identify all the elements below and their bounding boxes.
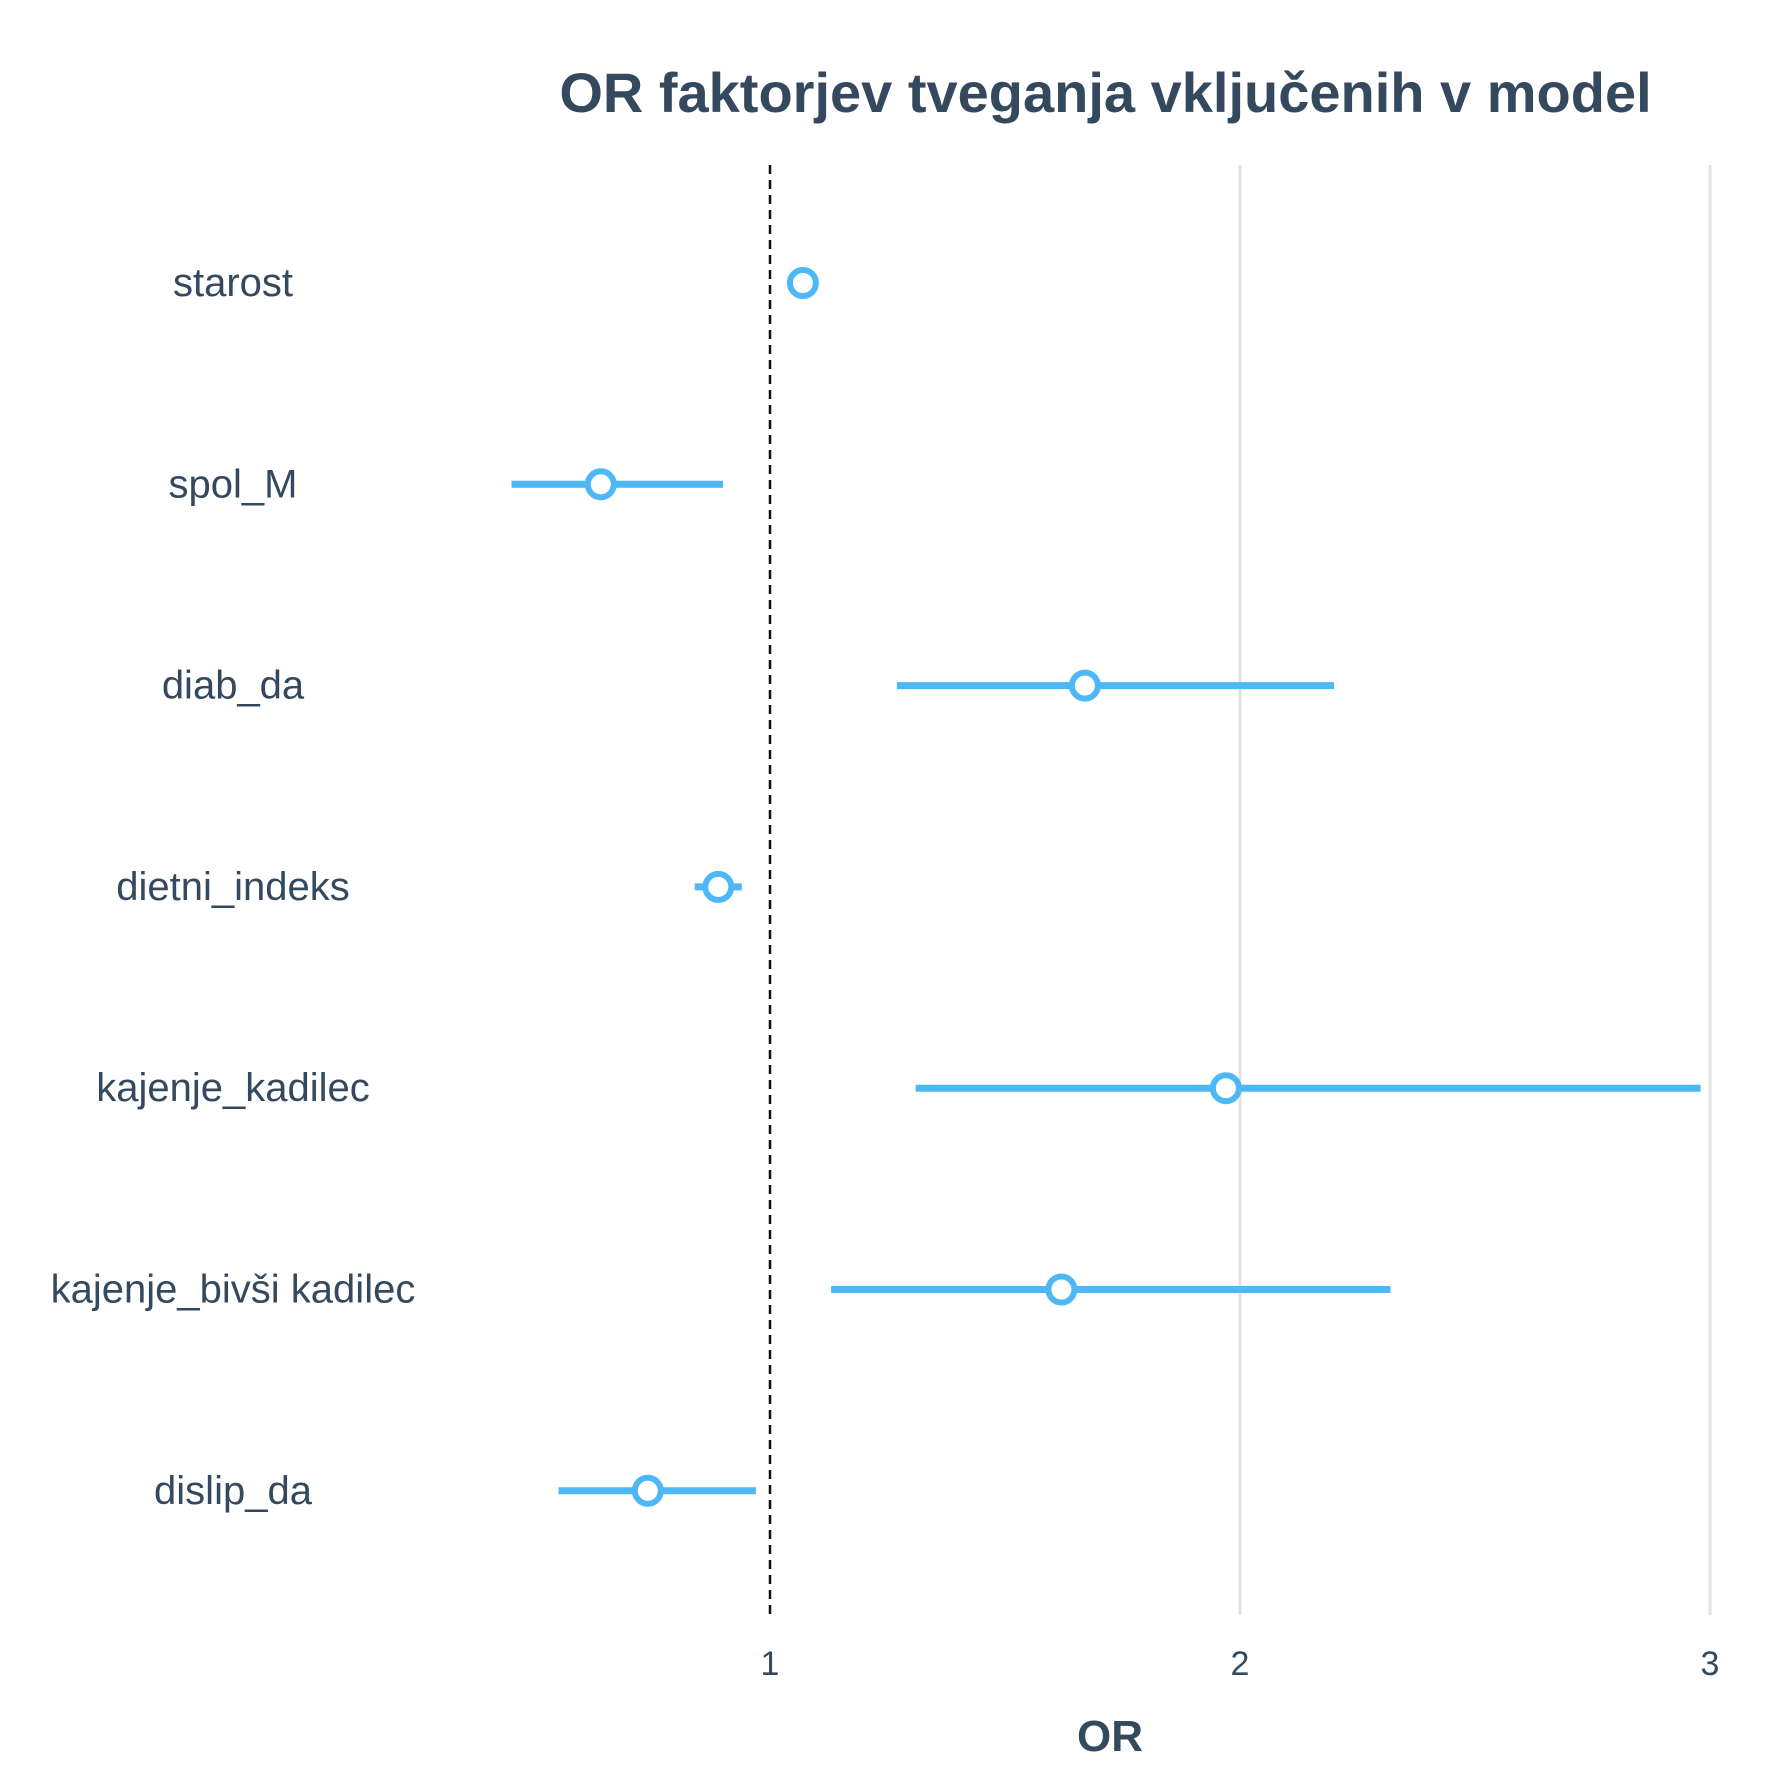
grid-layer xyxy=(1238,165,1712,1615)
or-point[interactable] xyxy=(1045,1273,1078,1306)
chart-title: OR faktorjev tveganja vključenih v model xyxy=(559,61,1652,124)
x-tick-label: 3 xyxy=(1701,1645,1720,1683)
y-tick-label: dislip_da xyxy=(154,1469,313,1513)
or-point[interactable] xyxy=(631,1474,664,1507)
y-tick-label: kajenje_kadilec xyxy=(96,1066,370,1110)
or-point[interactable] xyxy=(702,870,735,903)
or-point[interactable] xyxy=(786,267,819,299)
or-point[interactable] xyxy=(1209,1072,1242,1105)
y-tick-label: spol_M xyxy=(169,462,298,506)
marks-layer xyxy=(511,267,1701,1507)
labels-layer: 1 2 3 starost spol_M diab_da dietni_indekskaje… xyxy=(51,261,1720,1683)
or-point[interactable] xyxy=(1068,669,1101,702)
y-tick-label: starost xyxy=(173,261,293,305)
x-axis-title: OR xyxy=(1077,1712,1143,1761)
x-tick-label: 2 xyxy=(1231,1645,1250,1683)
x-tick-label: 1 xyxy=(761,1645,780,1683)
y-tick-label: kajenje_bivši kadilec xyxy=(51,1268,416,1312)
y-tick-label: diab_da xyxy=(162,664,305,708)
or-point[interactable] xyxy=(584,468,617,501)
y-tick-label: dietni_indeks xyxy=(116,865,350,909)
